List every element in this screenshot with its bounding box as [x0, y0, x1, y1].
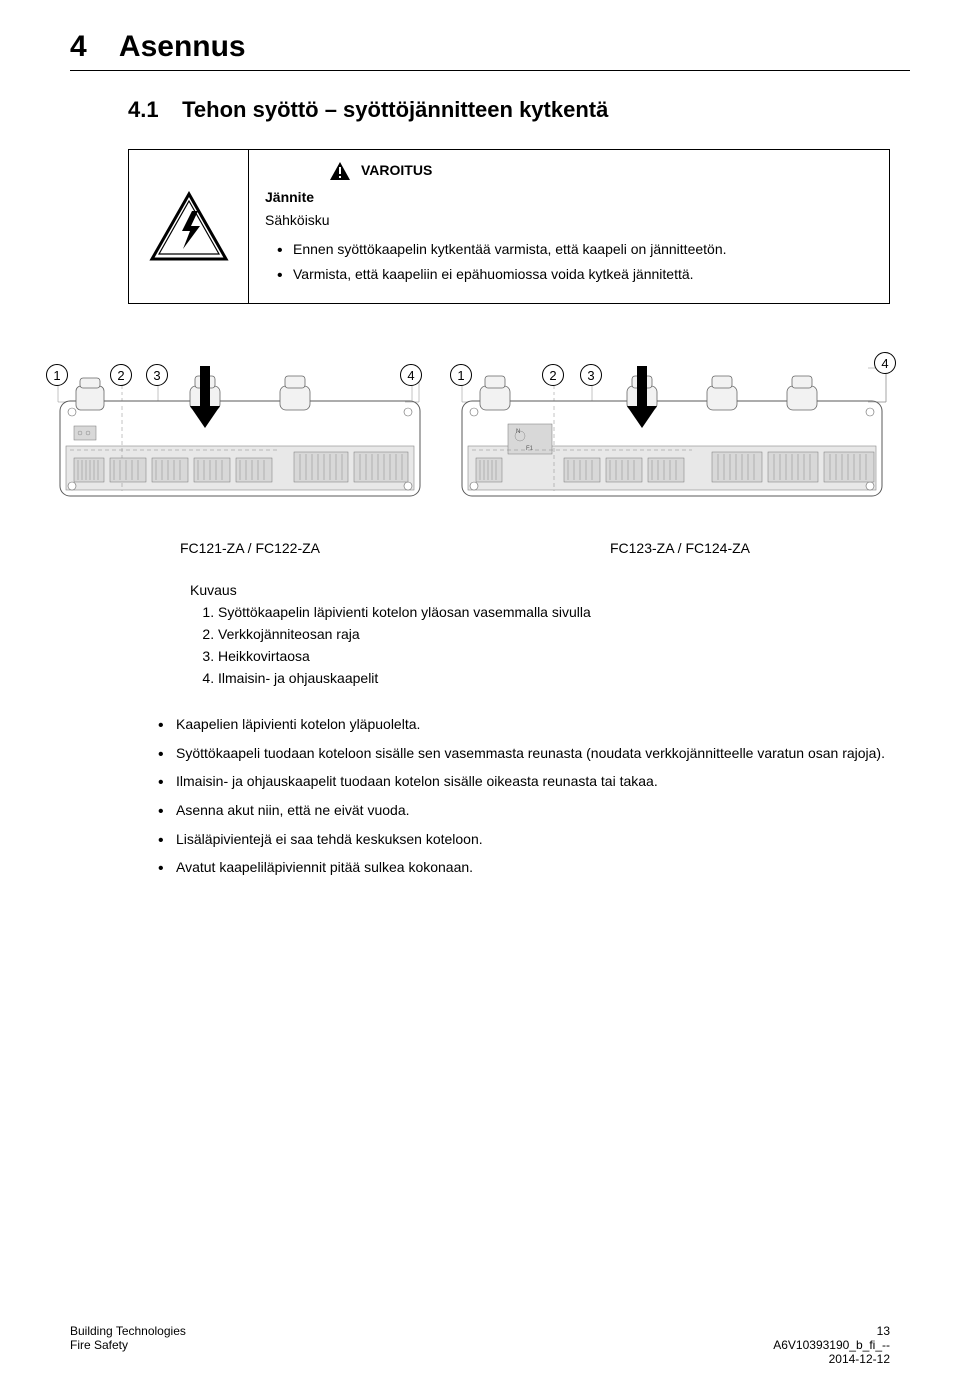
hazard-icon-cell	[129, 150, 249, 303]
callout-1: 1	[46, 364, 68, 386]
footer-page: 13	[773, 1324, 890, 1338]
kuvaus-item: Heikkovirtaosa	[218, 648, 890, 664]
footer-left: Building Technologies Fire Safety	[70, 1324, 186, 1366]
kuvaus-item: Syöttökaapelin läpivienti kotelon yläosa…	[218, 604, 890, 620]
electric-hazard-icon	[148, 191, 230, 263]
footer-left-2: Fire Safety	[70, 1338, 186, 1352]
instruction-item: Syöttökaapeli tuodaan koteloon sisälle s…	[176, 743, 890, 765]
kuvaus-list: Syöttökaapelin läpivienti kotelon yläosa…	[190, 604, 890, 686]
device-diagram-right: N F1	[452, 346, 892, 506]
diagram-right: 1 2 3 4	[452, 346, 892, 506]
instruction-item: Avatut kaapeliläpiviennit pitää sulkea k…	[176, 857, 890, 879]
kuvaus-block: Kuvaus Syöttökaapelin läpivienti kotelon…	[190, 582, 890, 686]
callout-3: 3	[580, 364, 602, 386]
heading-2: 4.1 Tehon syöttö – syöttöjännitteen kytk…	[128, 97, 890, 123]
instructions-list-block: Kaapelien läpivienti kotelon yläpuolelta…	[148, 714, 890, 879]
heading-rule	[70, 70, 910, 71]
heading-2-num: 4.1	[128, 97, 176, 123]
diagram-left: 1 2 3 4	[50, 346, 430, 506]
instructions-list: Kaapelien läpivienti kotelon yläpuolelta…	[148, 714, 890, 879]
diagram-label-right: FC123-ZA / FC124-ZA	[450, 540, 910, 556]
callout-4: 4	[400, 364, 422, 386]
warning-box: VAROITUS Jännite Sähköisku Ennen syöttök…	[128, 149, 890, 304]
instruction-item: Ilmaisin- ja ohjauskaapelit tuodaan kote…	[176, 771, 890, 793]
heading-1-num: 4	[70, 30, 87, 63]
instruction-item: Asenna akut niin, että ne eivät vuoda.	[176, 800, 890, 822]
instruction-item: Lisäläpivientejä ei saa tehdä keskuksen …	[176, 829, 890, 851]
warning-content: VAROITUS Jännite Sähköisku Ennen syöttök…	[249, 150, 889, 303]
warning-sub1: Jännite	[265, 187, 873, 208]
warning-triangle-icon	[329, 161, 351, 181]
footer-left-1: Building Technologies	[70, 1324, 186, 1338]
page-footer: Building Technologies Fire Safety 13 A6V…	[70, 1324, 890, 1366]
warning-list: Ennen syöttökaapelin kytkentää varmista,…	[265, 239, 873, 285]
svg-text:N: N	[516, 429, 520, 435]
heading-2-text: Tehon syöttö – syöttöjännitteen kytkentä	[182, 97, 608, 122]
device-diagram-left	[50, 346, 430, 506]
warning-item: Ennen syöttökaapelin kytkentää varmista,…	[293, 239, 873, 260]
instruction-item: Kaapelien läpivienti kotelon yläpuolelta…	[176, 714, 890, 736]
kuvaus-item: Verkkojänniteosan raja	[218, 626, 890, 642]
svg-text:F1: F1	[526, 446, 534, 452]
heading-1: 4 Asennus	[70, 30, 890, 64]
warning-label: VAROITUS	[361, 160, 432, 181]
callout-2: 2	[542, 364, 564, 386]
kuvaus-item: Ilmaisin- ja ohjauskaapelit	[218, 670, 890, 686]
diagram-row: 1 2 3 4	[50, 346, 910, 506]
footer-right-1: A6V10393190_b_fi_--	[773, 1338, 890, 1352]
warning-sub2: Sähköisku	[265, 210, 873, 231]
footer-right: 13 A6V10393190_b_fi_-- 2014-12-12	[773, 1324, 890, 1366]
callout-1: 1	[450, 364, 472, 386]
diagram-labels: FC121-ZA / FC122-ZA FC123-ZA / FC124-ZA	[50, 540, 910, 556]
diagram-label-left: FC121-ZA / FC122-ZA	[50, 540, 450, 556]
heading-1-text: Asennus	[119, 30, 246, 63]
warning-label-row: VAROITUS	[329, 160, 873, 181]
callout-3: 3	[146, 364, 168, 386]
footer-right-2: 2014-12-12	[773, 1352, 890, 1366]
kuvaus-title: Kuvaus	[190, 582, 890, 598]
callout-4: 4	[874, 352, 896, 374]
warning-item: Varmista, että kaapeliin ei epähuomiossa…	[293, 264, 873, 285]
callout-2: 2	[110, 364, 132, 386]
